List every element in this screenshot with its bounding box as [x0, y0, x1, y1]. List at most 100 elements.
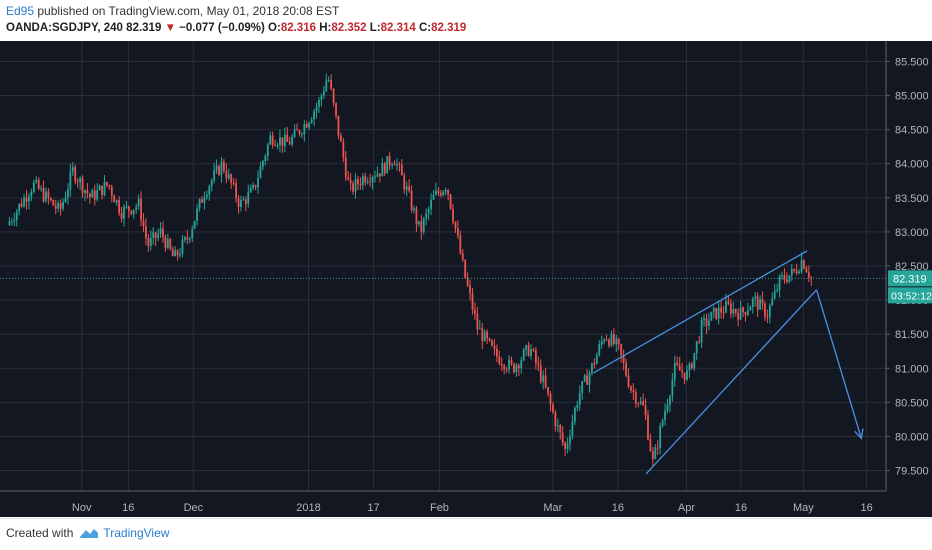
candle-body — [537, 362, 540, 366]
candle-body — [130, 210, 133, 214]
candle-body — [366, 181, 369, 183]
candle-body — [749, 307, 752, 311]
candle-body — [288, 141, 291, 145]
candle-body — [223, 161, 225, 171]
candle-body — [174, 250, 177, 257]
candle-body — [32, 182, 35, 192]
price-chart[interactable]: 85.500 85.000 84.500 84.000 83.500 83.000 82.5… — [0, 41, 932, 517]
y-tick-label: 84.000 — [895, 159, 929, 171]
candle-body — [140, 198, 142, 221]
candle-body — [218, 165, 220, 176]
y-tick-label: 83.000 — [895, 227, 929, 239]
symbol-label[interactable]: OANDA:SGDJPY, 240 — [6, 22, 123, 34]
tradingview-logo-icon — [80, 529, 99, 538]
candle-body — [661, 420, 664, 426]
candle-body — [717, 307, 720, 319]
candle-body — [647, 415, 649, 440]
candle-body — [157, 233, 160, 239]
candle-body — [778, 275, 781, 291]
candle-body — [247, 192, 250, 204]
candle-body — [10, 221, 13, 223]
y-tick-label: 85.000 — [895, 91, 929, 103]
candle-body — [103, 182, 106, 196]
candle-body — [530, 349, 532, 356]
candle-body — [742, 307, 744, 313]
publish-info: Ed95 published on TradingView.com, May 0… — [6, 4, 339, 18]
candle-body — [308, 122, 311, 128]
chart-background — [0, 41, 932, 517]
candle-body — [598, 344, 601, 355]
candle-body — [649, 439, 652, 451]
x-tick-label: 2018 — [296, 502, 320, 514]
y-tick-label: 81.000 — [895, 363, 929, 375]
candle-body — [215, 165, 218, 171]
candle-body — [549, 393, 552, 405]
candle-body — [690, 363, 693, 369]
candle-body — [23, 197, 25, 207]
author-link[interactable]: Ed95 — [6, 4, 35, 18]
candle-body — [622, 355, 625, 363]
candle-body — [361, 176, 364, 185]
candle-body — [761, 299, 764, 304]
candle-body — [171, 248, 174, 257]
candle-body — [322, 91, 325, 96]
candle-body — [505, 369, 508, 371]
x-tick-label: 16 — [122, 502, 134, 514]
candle-body — [561, 432, 564, 443]
candle-body — [515, 365, 518, 373]
candle-body — [235, 183, 237, 199]
candle-body — [605, 339, 608, 341]
candle-body — [610, 334, 613, 346]
candle-body — [673, 362, 676, 380]
candle-body — [768, 305, 771, 318]
candle-body — [510, 359, 513, 364]
candle-body — [169, 239, 172, 249]
candle-body — [517, 365, 520, 369]
candle-body — [188, 237, 191, 240]
candle-body — [686, 370, 688, 380]
candle-body — [115, 200, 118, 203]
candle-body — [262, 161, 264, 167]
candle-body — [527, 345, 530, 356]
candle-body — [695, 341, 698, 353]
candle-body — [634, 392, 637, 404]
candle-body — [595, 354, 598, 365]
candle-body — [291, 136, 294, 145]
low-label: L: — [369, 22, 381, 34]
candle-body — [342, 141, 345, 158]
candle-body — [783, 274, 786, 280]
candle-body — [732, 309, 735, 314]
candle-body — [198, 199, 201, 209]
candle-body — [120, 212, 123, 219]
candle-body — [415, 208, 418, 225]
candle-body — [447, 189, 450, 195]
candle-body — [427, 208, 430, 214]
tradingview-link[interactable]: TradingView — [79, 526, 169, 540]
candle-body — [244, 199, 247, 204]
candle-body — [664, 410, 666, 421]
candle-body — [581, 381, 584, 394]
candle-body — [408, 186, 411, 191]
candle-body — [771, 298, 774, 306]
candle-body — [644, 405, 647, 416]
forecast-arrow-line — [815, 289, 863, 439]
candle-body — [705, 318, 708, 326]
down-arrow-icon: ▼ — [164, 22, 176, 34]
candle-body — [559, 425, 562, 433]
candle-body — [469, 285, 471, 294]
candle-body — [108, 185, 111, 188]
candle-body — [456, 228, 459, 236]
candle-body — [637, 403, 640, 405]
candle-body — [88, 193, 91, 198]
candle-body — [123, 206, 125, 219]
candle-body — [483, 331, 486, 342]
candle-body — [57, 203, 60, 209]
candle-body — [40, 188, 43, 190]
candle-body — [296, 129, 298, 131]
candle-body — [349, 179, 352, 184]
candle-body — [320, 95, 323, 100]
candle-body — [135, 206, 138, 210]
candle-body — [54, 205, 57, 209]
candle-body — [242, 199, 245, 201]
candle-body — [754, 296, 757, 299]
